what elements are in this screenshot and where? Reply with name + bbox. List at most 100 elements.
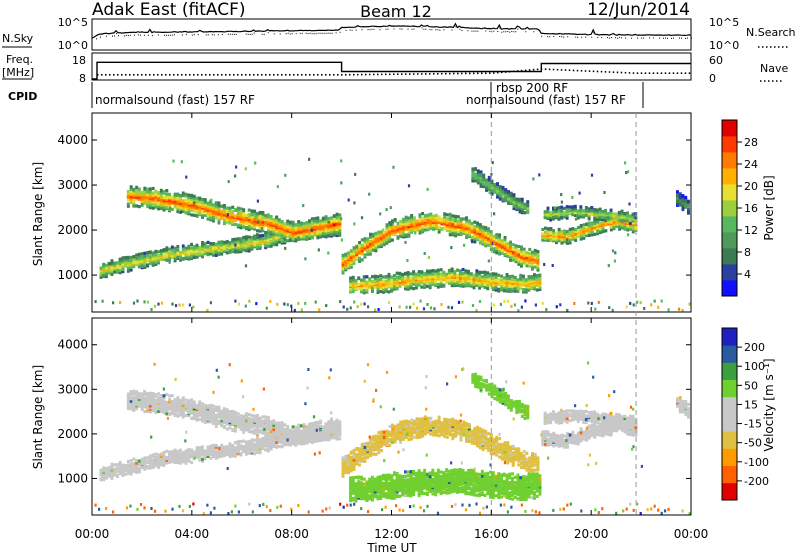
power-echo-cell [317, 248, 320, 252]
power-echo-cell [247, 249, 251, 253]
power-echo-cell [494, 286, 498, 290]
velocity-echo-cell [214, 424, 218, 428]
power-echo-cell [490, 182, 494, 187]
velocity-echo-cell [217, 450, 221, 454]
power-echo-cell [519, 285, 523, 289]
power-echo-cell [181, 250, 185, 254]
power-echo-cell [520, 203, 524, 207]
power-echo-cell [250, 212, 254, 216]
power-echo-cell [478, 225, 482, 229]
velocity-echo-cell [214, 453, 218, 457]
power-echo-cell [310, 225, 314, 229]
power-echo-cell [338, 228, 342, 233]
power-echo-cell [418, 230, 422, 234]
power-echo-cell [371, 234, 375, 238]
power-echo-cell [113, 267, 117, 271]
power-echo-cell [157, 207, 160, 211]
power-echo-cell [531, 267, 534, 271]
power-echo-cell [531, 250, 534, 254]
power-echo-cell [399, 219, 403, 224]
power-echo-cell [552, 236, 556, 240]
velocity-echo-cell [195, 449, 199, 453]
power-echo-cell [347, 255, 350, 259]
velocity-echo-cell [209, 412, 213, 416]
power-echo-cell [280, 239, 284, 243]
power-echo-cell [506, 242, 510, 246]
power-echo-cell [568, 233, 572, 237]
velocity-echo-cell [157, 409, 160, 413]
power-echo-cell [439, 278, 443, 282]
power-echo-cell [368, 192, 371, 196]
power-echo-cell [527, 288, 531, 292]
power-echo-cell [414, 231, 417, 235]
power-echo-cell [225, 208, 229, 212]
power-echo-cell [393, 225, 397, 229]
power-echo-cell [451, 222, 455, 226]
power-echo-cell [470, 224, 474, 228]
velocity-echo-cell [165, 412, 169, 416]
power-echo-cell [667, 308, 670, 312]
power-echo-cell [481, 242, 485, 246]
power-echo-cell [481, 225, 485, 229]
power-echo-cell [136, 299, 139, 303]
velocity-echo-cell [135, 407, 139, 411]
velocity-echo-cell [338, 437, 342, 441]
power-echo-cell [195, 213, 199, 217]
velocity-echo-cell [203, 414, 207, 418]
power-echo-cell [247, 247, 251, 251]
power-echo-cell [568, 227, 572, 231]
velocity-echo-cell [157, 453, 160, 457]
power-echo-cell [512, 206, 516, 211]
power-echo-cell [402, 233, 405, 237]
power-echo-cell [531, 262, 534, 266]
power-echo-cell [214, 211, 218, 215]
power-echo-cell [99, 273, 103, 277]
power-echo-cell [494, 288, 498, 292]
power-echo-cell [269, 217, 273, 221]
power-echo-cell [157, 259, 160, 263]
power-echo-cell [481, 231, 485, 235]
power-echo-cell [563, 233, 567, 237]
power-echo-cell [338, 219, 342, 223]
power-echo-cell [450, 267, 454, 271]
power-echo-cell [338, 232, 342, 236]
power-echo-cell [401, 280, 405, 284]
power-echo-cell [360, 278, 363, 282]
power-echo-cell [598, 224, 602, 228]
velocity-echo-cell [203, 449, 207, 453]
power-echo-cell [347, 263, 350, 267]
power-echo-cell [369, 244, 372, 248]
velocity-echo-cell [250, 446, 254, 450]
velocity-echo-cell [173, 409, 177, 413]
power-echo-cell [396, 221, 400, 225]
power-echo-cell [628, 216, 632, 220]
power-echo-cell [256, 216, 259, 220]
power-echo-cell [360, 281, 363, 285]
power-echo-cell [629, 301, 632, 305]
power-echo-cell [609, 208, 613, 212]
power-echo-cell [482, 182, 486, 186]
velocity-echo-cell [170, 394, 174, 398]
power-echo-cell [203, 198, 207, 202]
power-echo-cell [439, 272, 443, 276]
velocity-echo-cell [209, 403, 213, 407]
power-echo-cell [627, 233, 630, 237]
velocity-echo-cell [214, 405, 218, 409]
power-echo-cell [305, 223, 309, 227]
velocity-echo-cell [258, 451, 262, 455]
power-echo-cell [173, 254, 177, 258]
velocity-echo-cell [121, 463, 125, 467]
velocity-echo-cell [195, 406, 199, 410]
cpid-label: CPID [8, 90, 37, 103]
power-echo-cell [509, 201, 513, 205]
power-echo-cell [151, 203, 155, 207]
power-echo-cell [236, 250, 240, 254]
power-echo-cell [434, 224, 438, 229]
velocity-echo-cell [214, 413, 218, 417]
power-echo-cell [179, 199, 182, 203]
power-echo-cell [541, 227, 545, 232]
power-echo-cell [297, 301, 300, 305]
power-echo-cell [277, 240, 281, 244]
velocity-echo-cell [173, 403, 177, 407]
